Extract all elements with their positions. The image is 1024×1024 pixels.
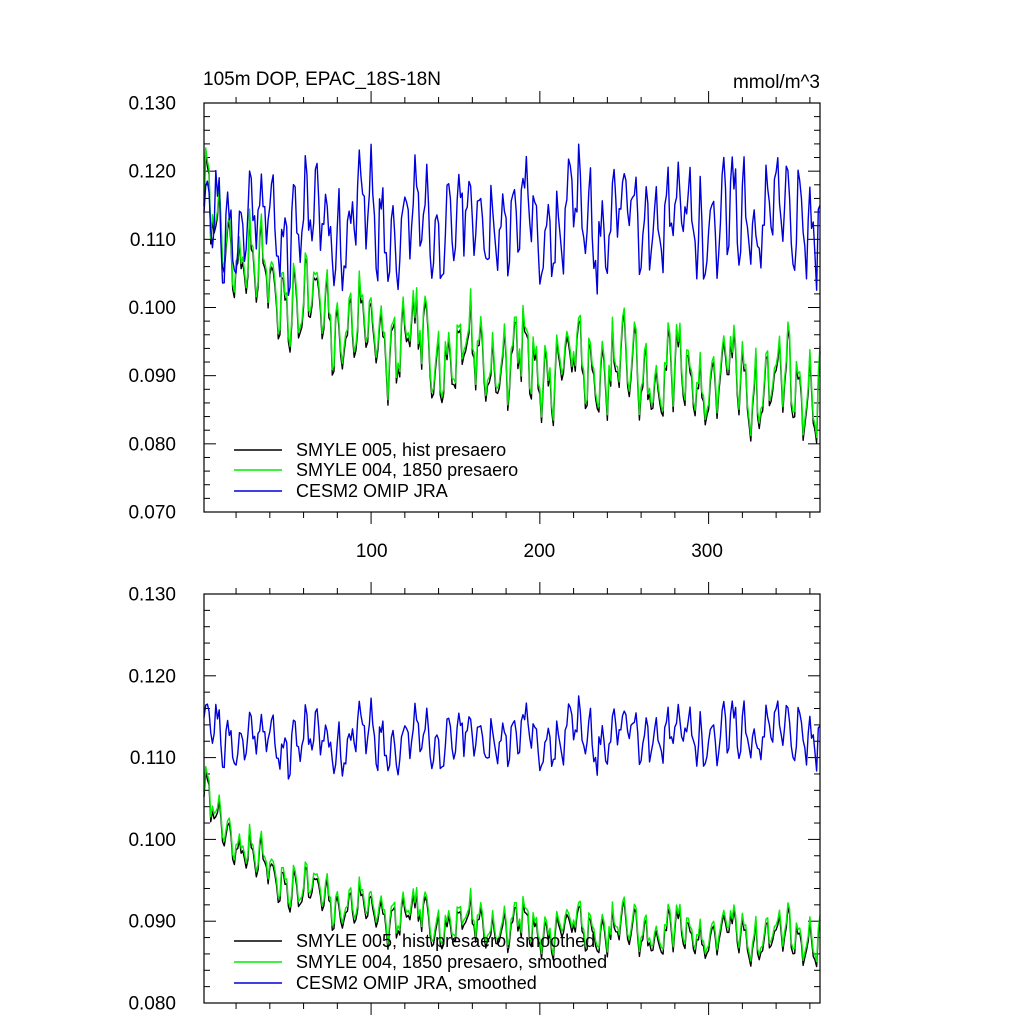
bottom-y-tick-label: 0.130 xyxy=(128,585,176,606)
bottom-y-tick-label: 0.110 xyxy=(130,748,176,769)
top-x-tick-label: 100 xyxy=(356,541,388,562)
bottom-y-tick-label: 0.080 xyxy=(128,994,176,1015)
top-y-tick-label: 0.130 xyxy=(128,94,176,115)
top-chart-units: mmol/m^3 xyxy=(733,72,820,93)
top-legend: SMYLE 005, hist presaero SMYLE 004, 1850… xyxy=(234,440,518,501)
top-legend-label-hist: SMYLE 005, hist presaero xyxy=(296,440,506,460)
bottom-series-line-3 xyxy=(203,695,821,780)
top-series-line-2 xyxy=(203,147,821,439)
bottom-panel: 0.080 0.090 0.100 0.110 0.120 0.130 SMYL… xyxy=(128,582,821,1015)
top-y-tick-label: 0.070 xyxy=(128,503,176,524)
top-y-tick-label: 0.120 xyxy=(128,162,176,183)
bottom-legend: SMYLE 005, hist presaero, smoothed SMYLE… xyxy=(234,931,607,993)
bottom-plot-frame xyxy=(203,593,821,1004)
top-plot-frame xyxy=(203,102,821,513)
top-y-tick-label: 0.090 xyxy=(128,366,176,387)
top-y-tick-label: 0.110 xyxy=(130,230,176,251)
bottom-ticks xyxy=(204,582,820,1015)
top-series-lines xyxy=(203,143,821,444)
bottom-y-tick-label: 0.120 xyxy=(128,666,176,687)
bottom-legend-label-1850: SMYLE 004, 1850 presaero, smoothed xyxy=(296,952,607,972)
bottom-y-tick-label: 0.090 xyxy=(128,912,176,933)
bottom-legend-label-omip: CESM2 OMIP JRA, smoothed xyxy=(296,973,537,993)
bottom-y-tick-label: 0.100 xyxy=(128,830,176,851)
bottom-legend-label-hist: SMYLE 005, hist presaero, smoothed xyxy=(296,931,595,951)
top-legend-label-1850: SMYLE 004, 1850 presaero xyxy=(296,460,518,480)
top-panel: 105m DOP, EPAC_18S-18N mmol/m^3 0.070 0.… xyxy=(128,69,821,562)
top-chart-title: 105m DOP, EPAC_18S-18N xyxy=(203,69,441,90)
top-x-tick-label: 200 xyxy=(524,541,556,562)
top-legend-label-omip: CESM2 OMIP JRA xyxy=(296,481,448,501)
top-y-tick-label: 0.100 xyxy=(128,298,176,319)
top-y-tick-label: 0.080 xyxy=(128,434,176,455)
top-x-tick-label: 300 xyxy=(691,541,723,562)
bottom-series-lines xyxy=(203,695,821,968)
bottom-series-line-2 xyxy=(203,765,821,963)
top-series-line-3 xyxy=(203,143,821,297)
